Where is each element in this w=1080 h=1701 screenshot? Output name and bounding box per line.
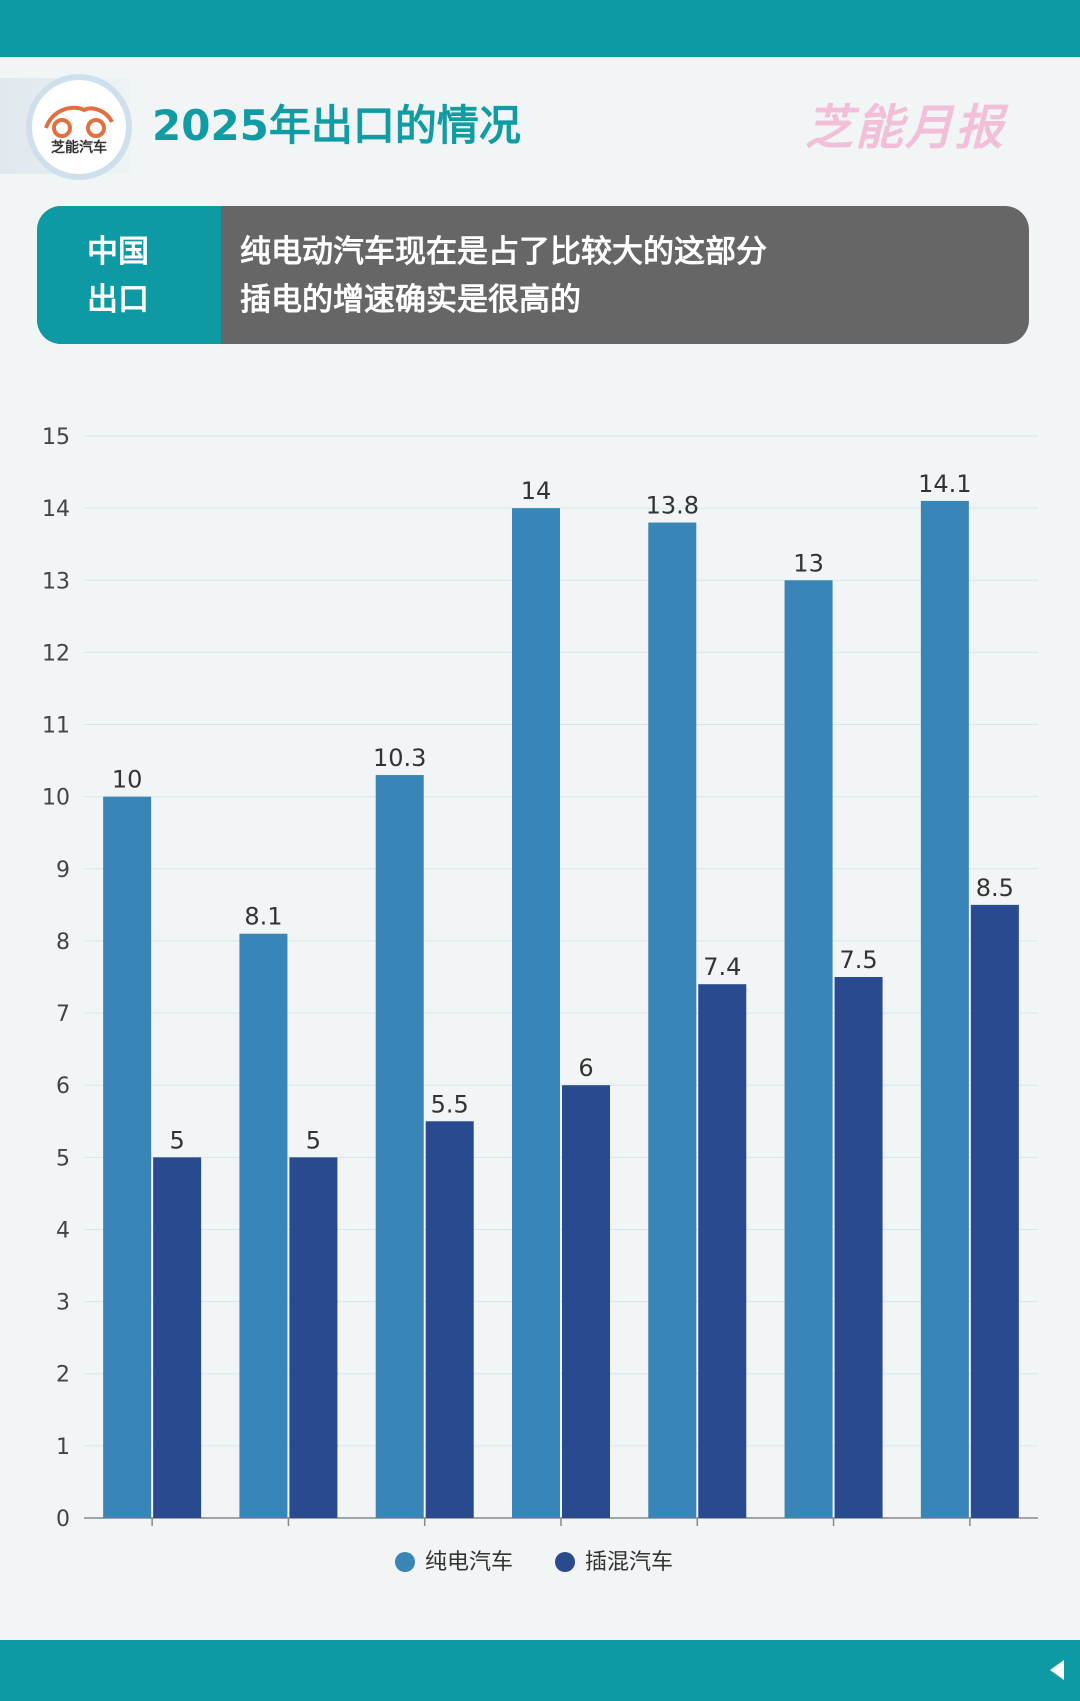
banner-line2: 插电的增速确实是很高的	[240, 282, 581, 318]
y-tick-label: 6	[56, 1074, 70, 1099]
legend-label-phev: 插混汽车	[585, 1550, 674, 1575]
bar-phev	[425, 1121, 474, 1518]
car-logo-icon	[44, 105, 114, 138]
y-tick-label: 11	[42, 714, 70, 739]
data-label: 8.1	[244, 903, 282, 931]
bar-bev	[648, 522, 697, 1518]
y-tick-label: 4	[56, 1218, 70, 1243]
legend-item-bev: 纯电汽车	[395, 1544, 513, 1576]
y-tick-label: 15	[42, 425, 70, 450]
data-label: 6	[578, 1054, 593, 1082]
banner-label: 中国 出口	[87, 228, 149, 324]
banner-label-line2: 出口	[87, 282, 149, 318]
bar-phev	[153, 1157, 202, 1518]
bar-phev	[562, 1085, 610, 1518]
bottom-bar	[0, 1640, 1080, 1701]
brand-mark: 芝能月报	[805, 100, 1006, 156]
data-label: 10.3	[373, 744, 426, 772]
legend-swatch-bev	[395, 1552, 415, 1572]
data-label: 13	[793, 549, 824, 577]
banner-text: 纯电动汽车现在是占了比较大的这部分 插电的增速确实是很高的	[240, 228, 767, 324]
bar-phev	[970, 904, 1019, 1518]
y-tick-label: 14	[42, 497, 70, 522]
data-label: 14	[521, 477, 552, 505]
y-tick-label: 0	[56, 1507, 70, 1532]
bar-bev	[375, 775, 424, 1518]
bar-phev	[289, 1157, 338, 1518]
banner-label-line1: 中国	[87, 234, 149, 270]
bar-bev	[784, 580, 833, 1518]
legend-swatch-phev	[555, 1552, 575, 1572]
bar-phev	[698, 984, 747, 1518]
legend-item-phev: 插混汽车	[555, 1544, 673, 1576]
data-label: 8.5	[976, 874, 1014, 902]
y-tick-label: 13	[42, 569, 70, 594]
bar-bev	[512, 508, 560, 1519]
y-tick-label: 7	[56, 1002, 70, 1027]
y-tick-label: 12	[42, 641, 70, 666]
data-label: 5	[306, 1126, 321, 1154]
bar-bev	[103, 796, 152, 1518]
bar-phev	[834, 977, 883, 1518]
y-tick-label: 8	[56, 930, 70, 955]
data-label: 13.8	[646, 492, 699, 520]
data-label: 7.5	[839, 946, 877, 974]
legend-label-bev: 纯电汽车	[425, 1550, 514, 1575]
bar-chart: 01234567891011121314151058.1510.35.51461…	[42, 425, 1038, 1532]
bar-bev	[239, 933, 288, 1518]
data-label: 14.1	[918, 470, 971, 498]
summary-banner: 中国 出口 纯电动汽车现在是占了比较大的这部分 插电的增速确实是很高的	[37, 206, 1029, 344]
data-label: 5	[170, 1126, 185, 1154]
y-tick-label: 5	[56, 1146, 70, 1171]
logo: 芝能汽车	[32, 80, 126, 174]
y-tick-label: 2	[56, 1363, 70, 1388]
y-tick-label: 10	[42, 786, 70, 811]
y-tick-label: 1	[56, 1435, 70, 1460]
play-arrow-icon	[1050, 1660, 1064, 1680]
bar-bev	[920, 500, 969, 1518]
page-title: 2025年出口的情况	[152, 101, 521, 150]
logo-text: 芝能汽车	[51, 140, 107, 156]
y-tick-label: 3	[56, 1291, 70, 1316]
y-tick-label: 9	[56, 858, 70, 883]
top-bar	[0, 0, 1080, 57]
data-label: 5.5	[431, 1090, 469, 1118]
banner-label-box: 中国 出口	[37, 206, 221, 344]
data-label: 10	[112, 766, 143, 794]
banner-line1: 纯电动汽车现在是占了比较大的这部分	[240, 234, 767, 270]
data-label: 7.4	[703, 953, 741, 981]
